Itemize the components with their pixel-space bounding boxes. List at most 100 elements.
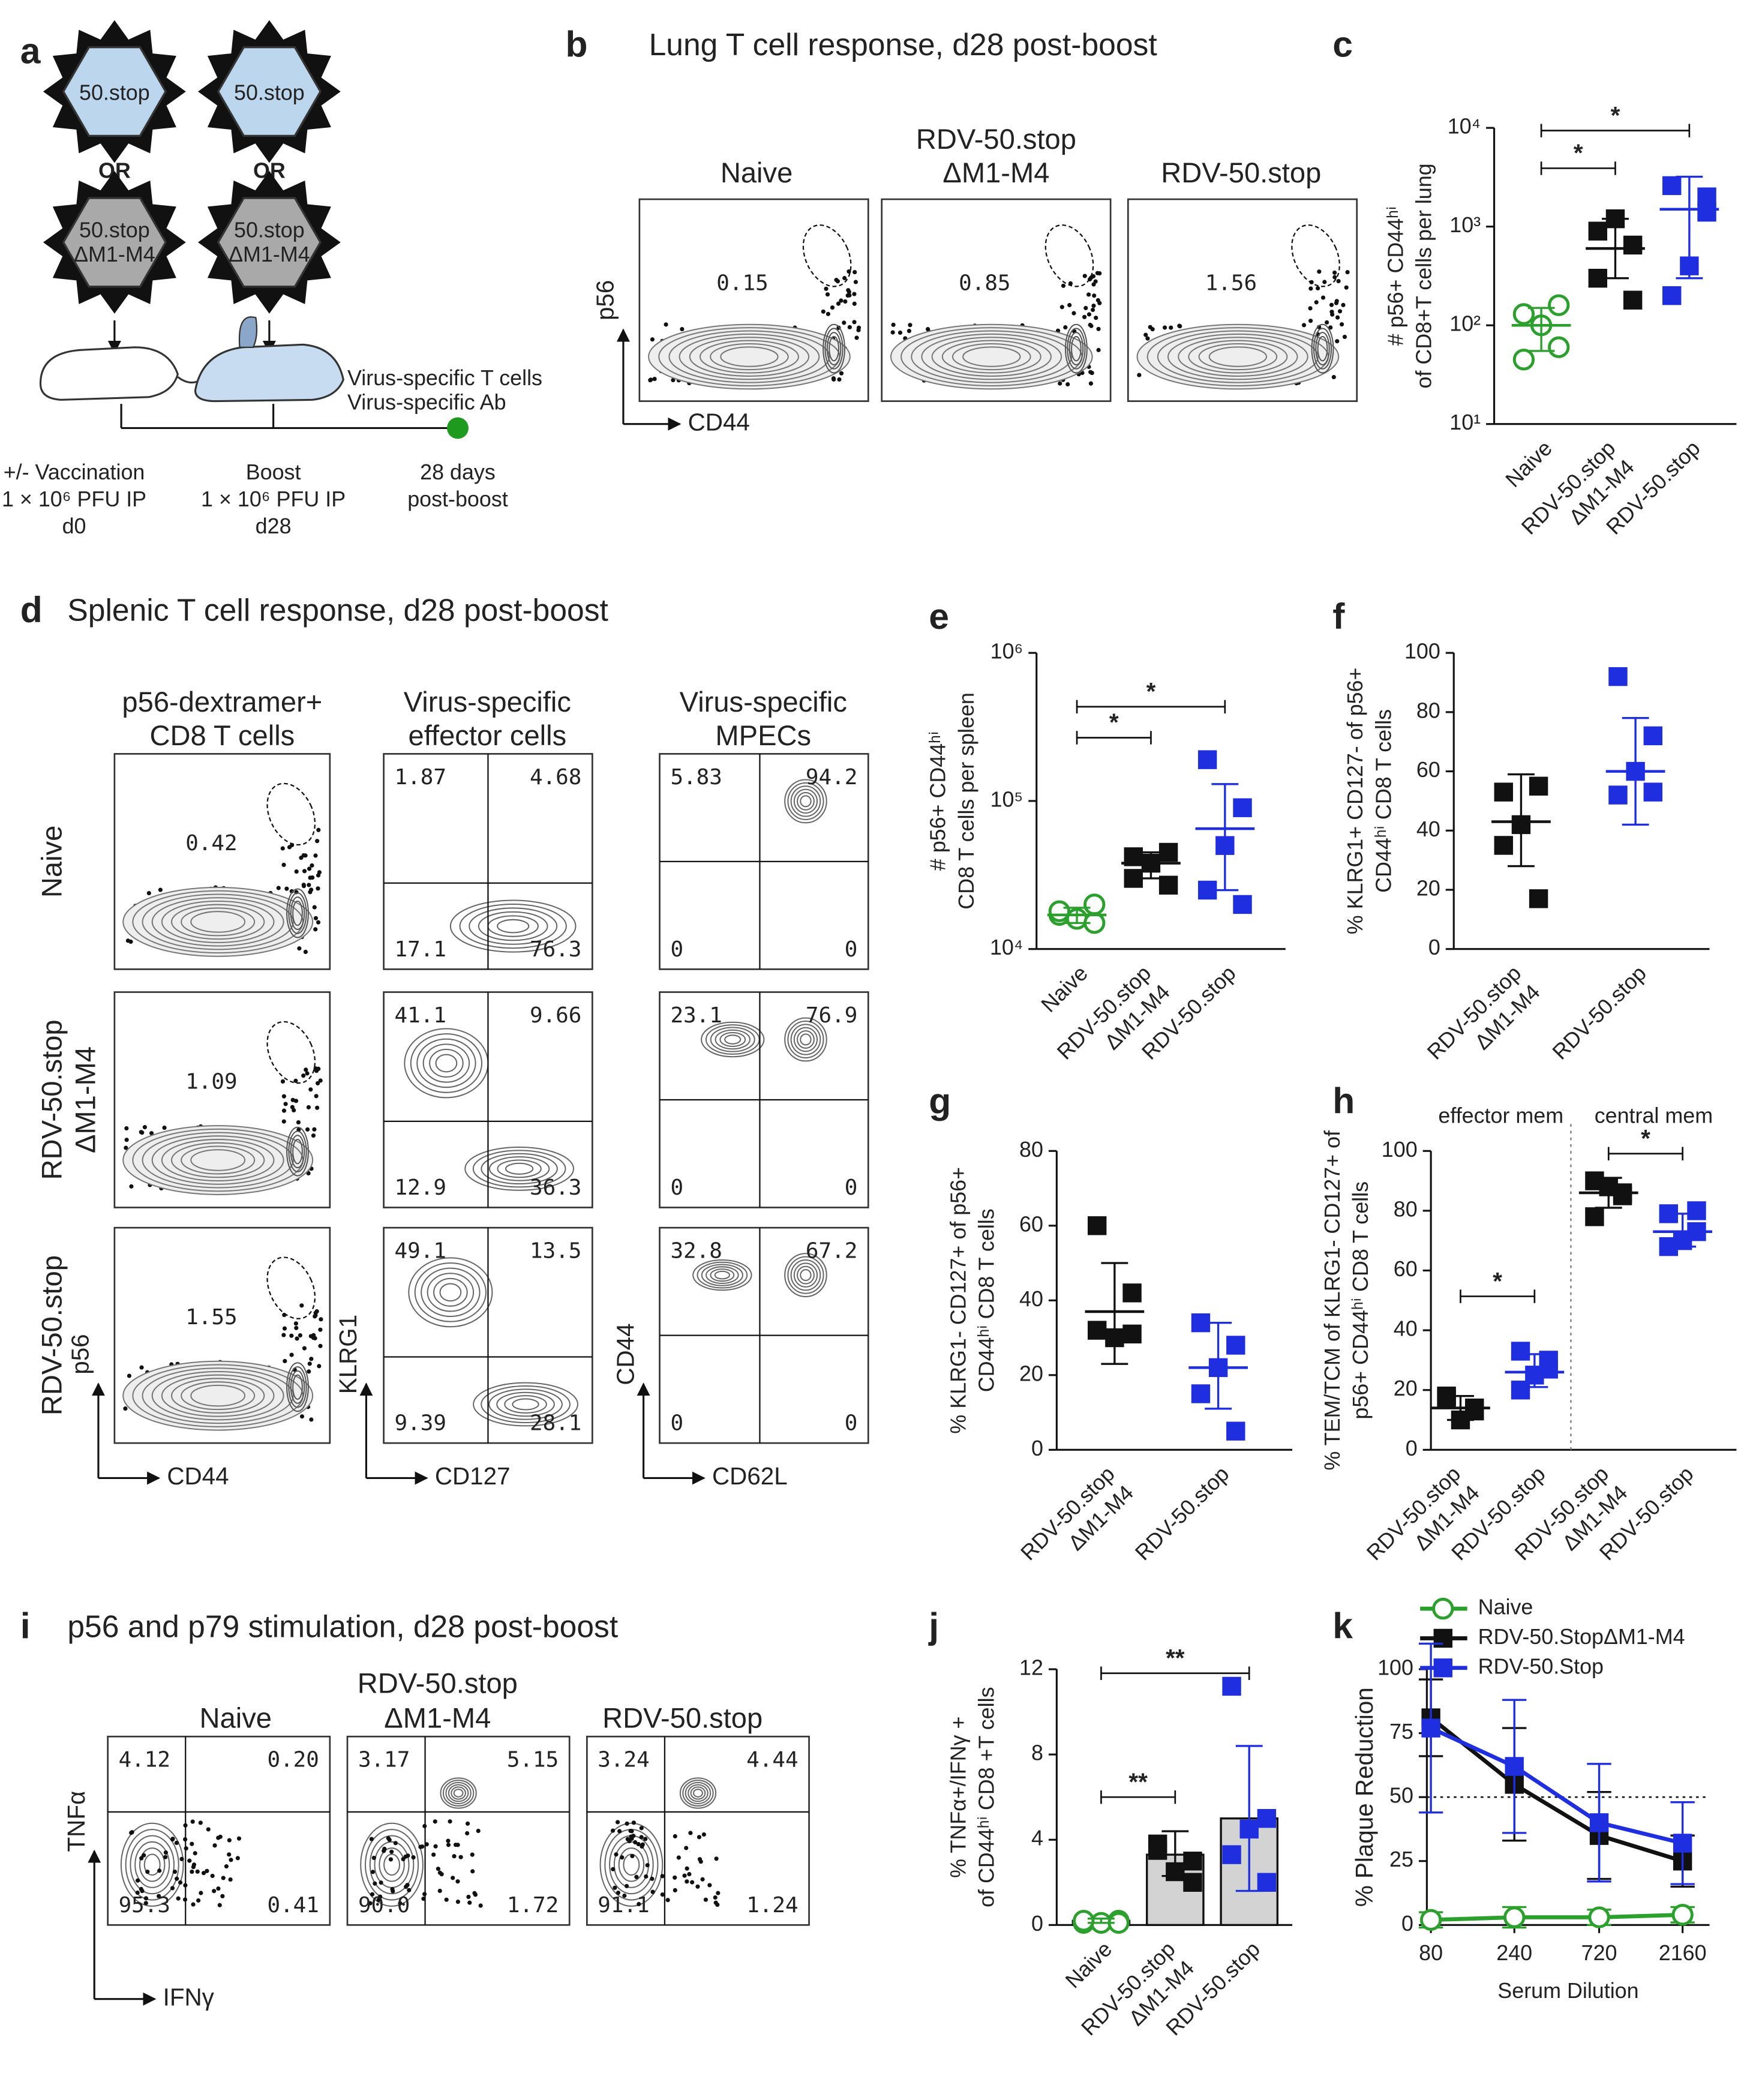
event bbox=[398, 1901, 403, 1906]
event bbox=[123, 1406, 128, 1411]
event bbox=[826, 311, 831, 316]
event bbox=[307, 1369, 311, 1374]
event bbox=[311, 1133, 316, 1138]
event bbox=[135, 1890, 140, 1895]
contour bbox=[1188, 340, 1288, 374]
event bbox=[897, 330, 903, 335]
quadrant-value: 13.5 bbox=[530, 1239, 581, 1264]
y-axis-label: % Plaque Reduction bbox=[1350, 1687, 1378, 1907]
event bbox=[294, 869, 299, 874]
quadrant-value: 1.24 bbox=[746, 1893, 798, 1918]
event bbox=[1334, 299, 1339, 304]
event bbox=[908, 323, 912, 328]
y-tick-label: 0 bbox=[1401, 1912, 1413, 1936]
event bbox=[281, 1119, 286, 1124]
event bbox=[1328, 325, 1333, 330]
event bbox=[1150, 327, 1155, 332]
event bbox=[389, 1849, 394, 1854]
event bbox=[318, 1078, 323, 1083]
timeline-label: post-boost bbox=[407, 487, 508, 511]
event bbox=[622, 1893, 627, 1898]
contour bbox=[453, 1789, 464, 1798]
contour bbox=[787, 782, 824, 820]
panel-letter: e bbox=[929, 596, 949, 637]
event bbox=[309, 1417, 314, 1422]
event bbox=[303, 853, 308, 858]
y-tick-label: 0 bbox=[1428, 935, 1440, 959]
event bbox=[1095, 298, 1100, 302]
contour bbox=[505, 1162, 534, 1175]
event bbox=[1301, 323, 1307, 328]
event bbox=[390, 1887, 395, 1892]
event bbox=[472, 1891, 477, 1895]
contour bbox=[151, 897, 284, 947]
contour bbox=[720, 346, 779, 367]
event bbox=[1329, 302, 1334, 307]
event bbox=[295, 1336, 299, 1341]
data-point bbox=[1226, 1421, 1245, 1441]
quadrant-value: 4.68 bbox=[530, 765, 581, 790]
contour bbox=[688, 1784, 709, 1802]
event bbox=[660, 1874, 665, 1879]
event bbox=[293, 1078, 298, 1083]
timeline-label: 28 days bbox=[420, 460, 496, 484]
event bbox=[1332, 270, 1337, 275]
x-tick-label: RDV-50.stop bbox=[1130, 1462, 1233, 1565]
legend-marker bbox=[1433, 1628, 1452, 1648]
contour bbox=[697, 1261, 748, 1289]
panel-title: Splenic T cell response, d28 post-boost bbox=[67, 592, 608, 627]
event bbox=[645, 1863, 650, 1868]
contour bbox=[829, 335, 839, 362]
virus-capsid bbox=[217, 197, 322, 288]
event bbox=[1091, 307, 1095, 313]
contour bbox=[190, 911, 246, 933]
event bbox=[613, 1885, 617, 1890]
event bbox=[1335, 339, 1340, 344]
data-point bbox=[1505, 1757, 1524, 1776]
event bbox=[1067, 302, 1072, 308]
event bbox=[298, 1333, 302, 1338]
y-tick-label: 12 bbox=[1019, 1656, 1043, 1680]
event bbox=[143, 1901, 148, 1906]
event bbox=[170, 1837, 175, 1841]
event bbox=[190, 1819, 195, 1824]
significance-label: ** bbox=[1128, 1768, 1148, 1795]
x-tick-label: Naive bbox=[1037, 961, 1092, 1017]
event bbox=[386, 1836, 391, 1841]
contour bbox=[710, 343, 789, 371]
event bbox=[124, 1138, 129, 1142]
event bbox=[627, 1838, 632, 1844]
contour bbox=[286, 1126, 309, 1177]
contour bbox=[429, 1049, 464, 1078]
panel-letter: b bbox=[565, 24, 587, 65]
event bbox=[319, 1317, 323, 1322]
event bbox=[701, 1832, 706, 1837]
event bbox=[281, 1094, 286, 1099]
legend-marker bbox=[1433, 1658, 1452, 1678]
y-tick-label: 60 bbox=[1019, 1212, 1043, 1236]
data-point bbox=[1183, 1852, 1202, 1871]
column-header: ΔM1-M4 bbox=[384, 1702, 491, 1734]
quadrant-value: 4.12 bbox=[119, 1748, 170, 1772]
quadrant-value: 5.15 bbox=[507, 1748, 559, 1772]
event bbox=[313, 853, 318, 858]
event bbox=[891, 322, 896, 327]
contour bbox=[464, 1146, 575, 1191]
event bbox=[290, 1097, 295, 1102]
column-header: Naive bbox=[200, 1702, 272, 1734]
y-tick-label: 80 bbox=[1019, 1138, 1043, 1162]
data-point bbox=[1191, 1384, 1211, 1403]
series-line bbox=[1430, 1716, 1683, 1863]
event bbox=[852, 301, 857, 306]
event bbox=[317, 870, 322, 875]
event bbox=[1314, 300, 1319, 305]
event bbox=[191, 1902, 196, 1907]
event bbox=[625, 1821, 629, 1826]
contour bbox=[190, 1384, 246, 1407]
virus-capsid bbox=[62, 46, 167, 137]
event bbox=[294, 1325, 299, 1330]
event bbox=[157, 1894, 161, 1898]
column-header: RDV-50.stop bbox=[602, 1702, 763, 1734]
y-tick-label: 80 bbox=[1394, 1197, 1418, 1221]
contour bbox=[790, 1259, 821, 1291]
